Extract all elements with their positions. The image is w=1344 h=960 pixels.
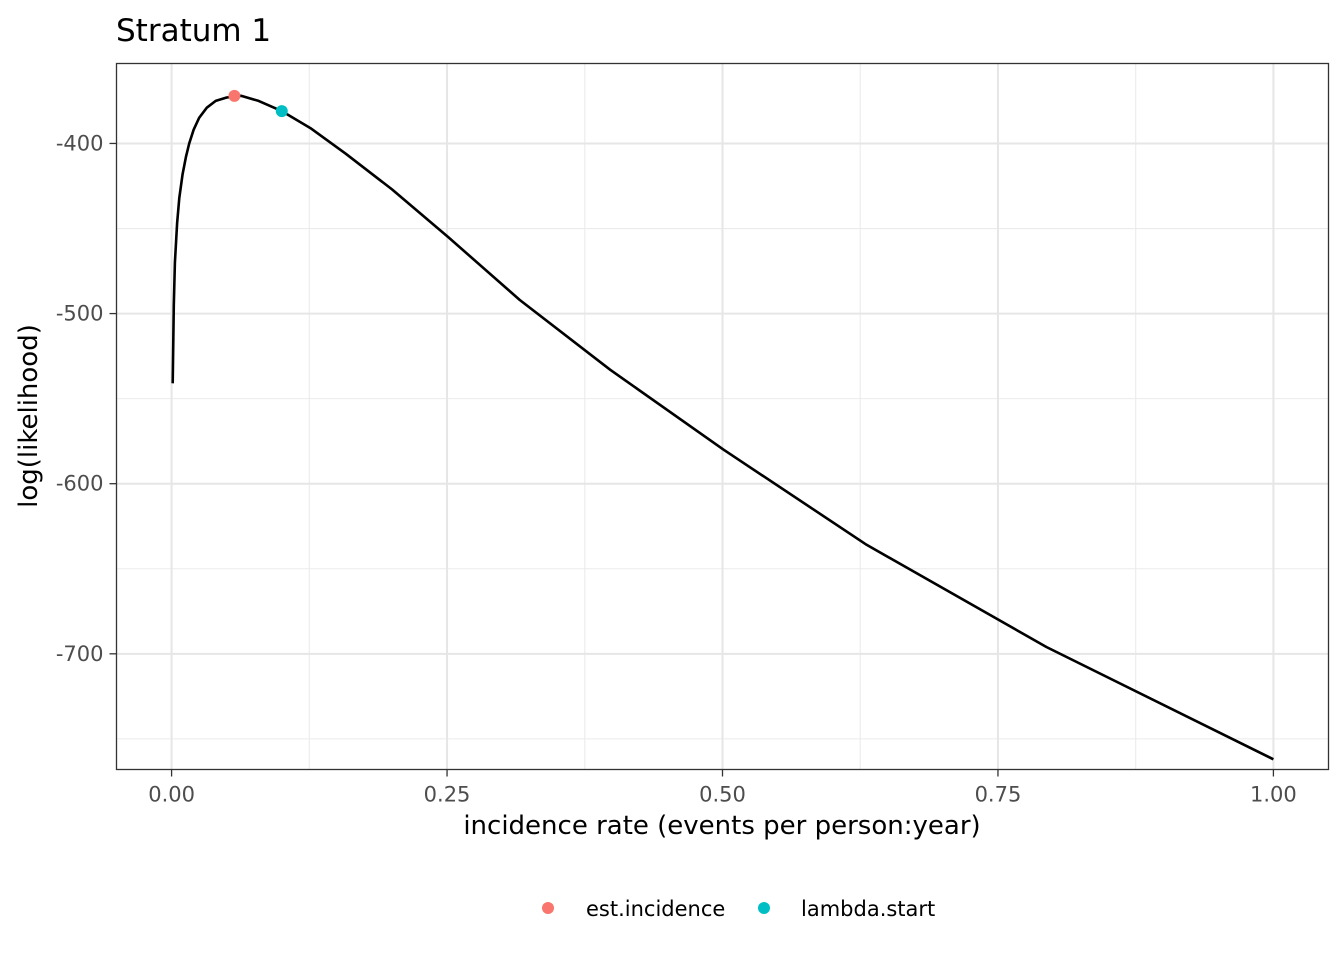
x-tick-label: 0.00: [148, 783, 195, 807]
x-axis: 0.00 0.25 0.50 0.75 1.00: [148, 769, 1297, 807]
points-layer: [228, 89, 288, 118]
y-tick-label: -500: [56, 302, 104, 326]
x-tick-label: 0.75: [975, 783, 1022, 807]
y-tick-label: -600: [56, 472, 104, 496]
legend-label: lambda.start: [801, 897, 935, 921]
x-axis-title: incidence rate (events per person:year): [463, 811, 980, 841]
est.incidence-point: [228, 89, 241, 102]
legend-key: [542, 902, 554, 914]
legend-label: est.incidence: [586, 897, 725, 921]
y-axis-title: log(likelihood): [14, 324, 44, 508]
x-tick-label: 0.50: [699, 783, 746, 807]
chart-title: Stratum 1: [116, 13, 271, 49]
lambda.start-point: [275, 105, 288, 118]
x-tick-label: 0.25: [424, 783, 471, 807]
legend: est.incidence lambda.start: [542, 897, 935, 921]
major-gridlines: [116, 63, 1329, 770]
y-axis: -400 -500 -600 -700: [56, 131, 117, 666]
y-tick-label: -400: [56, 131, 104, 155]
legend-key: [758, 902, 770, 914]
x-tick-label: 1.00: [1250, 783, 1297, 807]
y-tick-label: -700: [56, 642, 104, 666]
